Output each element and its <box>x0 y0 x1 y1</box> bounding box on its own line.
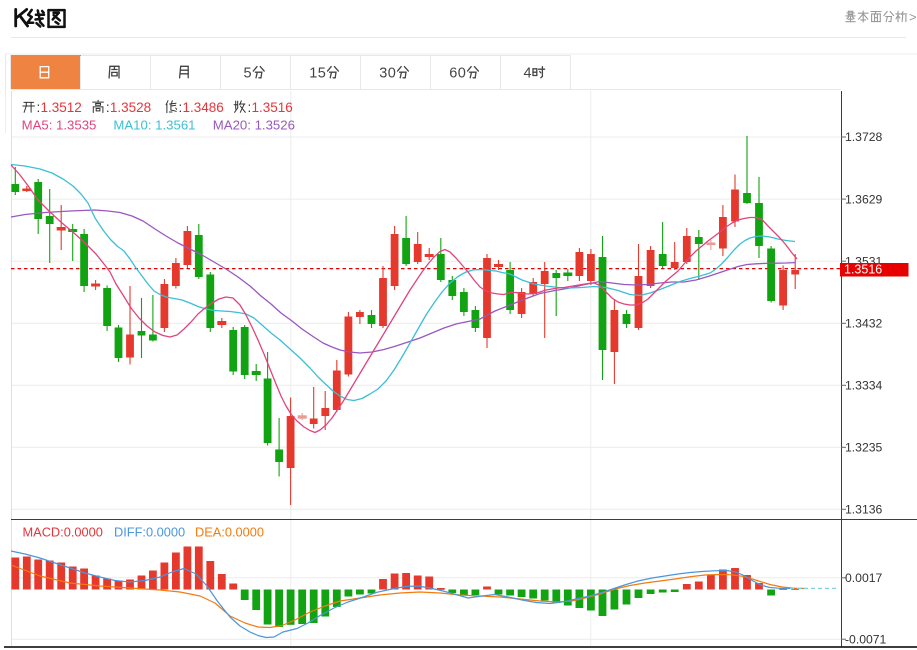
svg-text:1.3512: 1.3512 <box>41 100 82 115</box>
svg-text:-0.0071: -0.0071 <box>845 632 887 646</box>
svg-text:1.3334: 1.3334 <box>845 379 882 393</box>
svg-text:3: 3 <box>379 65 387 81</box>
svg-text:1.3235: 1.3235 <box>845 441 882 455</box>
svg-text:1.3516: 1.3516 <box>844 263 882 277</box>
svg-text:1.3136: 1.3136 <box>845 503 882 517</box>
svg-text::: : <box>179 100 183 115</box>
svg-text:0: 0 <box>458 65 466 81</box>
svg-text:MA20: 1.3526: MA20: 1.3526 <box>213 118 295 133</box>
svg-text::: : <box>248 100 252 115</box>
svg-text:1: 1 <box>309 65 317 81</box>
svg-text:MACD:0.0000: MACD:0.0000 <box>23 524 103 539</box>
svg-text::: : <box>37 100 41 115</box>
svg-text:MA10: 1.3561: MA10: 1.3561 <box>113 118 195 133</box>
svg-text:1.3432: 1.3432 <box>845 317 882 331</box>
svg-text:0.0017: 0.0017 <box>845 571 882 585</box>
svg-text:1.3528: 1.3528 <box>110 100 151 115</box>
svg-text:DEA:0.0000: DEA:0.0000 <box>195 524 264 539</box>
svg-text:DIFF:0.0000: DIFF:0.0000 <box>114 524 185 539</box>
svg-text:1.3516: 1.3516 <box>252 100 293 115</box>
svg-text:6: 6 <box>449 65 457 81</box>
svg-text:>: > <box>909 10 917 25</box>
svg-text:1.3629: 1.3629 <box>845 192 882 206</box>
svg-text:5: 5 <box>244 65 252 81</box>
svg-text:1.3486: 1.3486 <box>183 100 224 115</box>
svg-text:4: 4 <box>524 65 532 81</box>
svg-text:5: 5 <box>318 65 326 81</box>
svg-text:MA5: 1.3535: MA5: 1.3535 <box>22 118 97 133</box>
svg-text::: : <box>106 100 110 115</box>
svg-text:0: 0 <box>388 65 396 81</box>
svg-text:1.3728: 1.3728 <box>845 130 882 144</box>
